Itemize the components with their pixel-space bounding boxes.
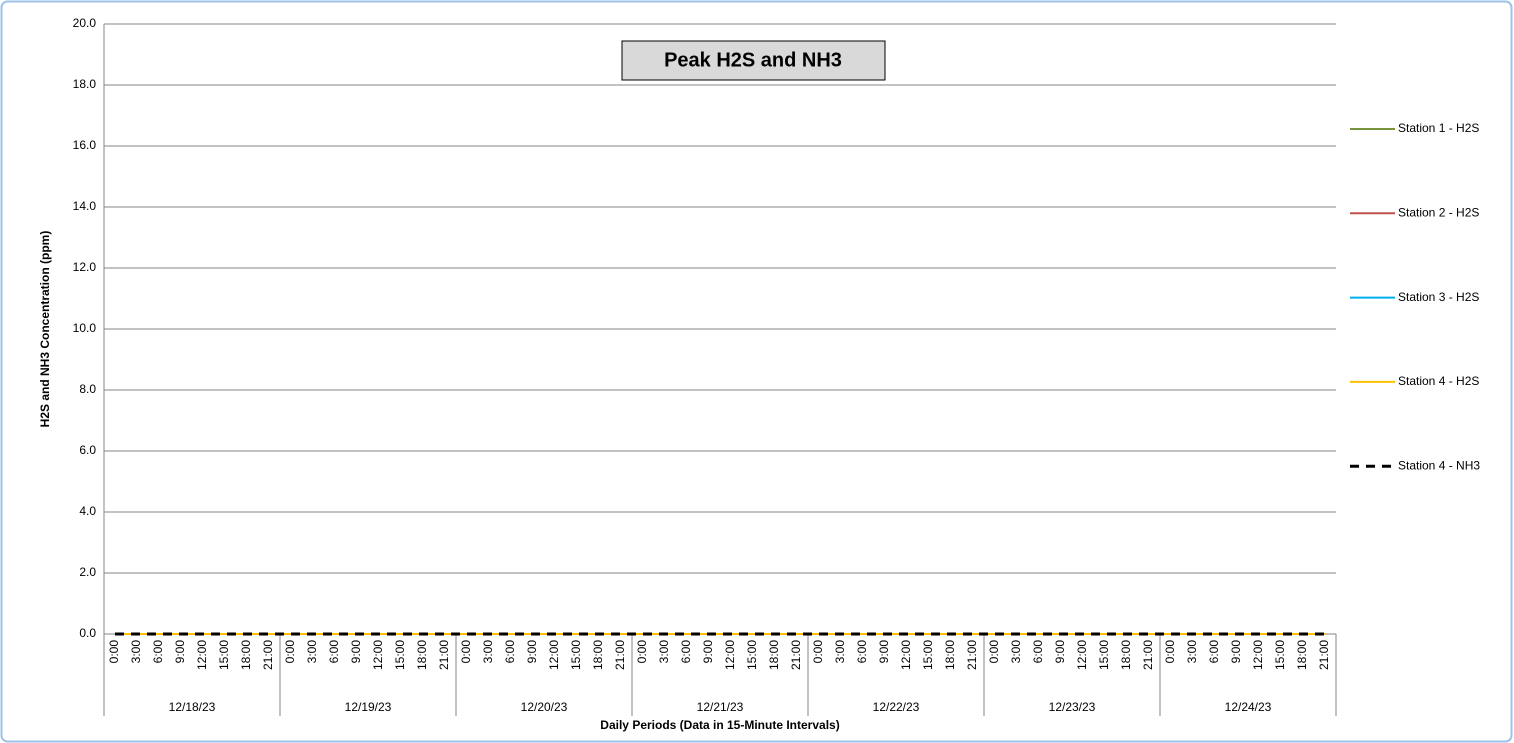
x-tick-label: 6:00 [679, 640, 693, 664]
date-group-label: 12/24/23 [1225, 700, 1272, 714]
x-tick-label: 15:00 [393, 640, 407, 670]
x-tick-label: 6:00 [855, 640, 869, 664]
y-tick-label: 8.0 [79, 382, 96, 396]
x-tick-label: 6:00 [151, 640, 165, 664]
y-tick-label: 16.0 [73, 138, 97, 152]
x-tick-label: 0:00 [1163, 640, 1177, 664]
x-tick-label: 0:00 [459, 640, 473, 664]
title-box [621, 40, 886, 81]
x-tick-label: 3:00 [481, 640, 495, 664]
y-tick-label: 2.0 [79, 565, 96, 579]
x-tick-label: 12:00 [371, 640, 385, 670]
x-tick-label: 9:00 [877, 640, 891, 664]
legend-label: Station 2 - H2S [1398, 205, 1479, 219]
x-tick-label: 9:00 [349, 640, 363, 664]
x-tick-label: 0:00 [107, 640, 121, 664]
legend-label: Station 4 - H2S [1398, 374, 1479, 388]
x-axis-title: Daily Periods (Data in 15-Minute Interva… [600, 718, 839, 732]
chart-title: Peak H2S and NH3 [664, 49, 842, 71]
x-tick-label: 18:00 [591, 640, 605, 670]
x-tick-label: 6:00 [503, 640, 517, 664]
x-tick-label: 18:00 [1295, 640, 1309, 670]
x-tick-label: 18:00 [767, 640, 781, 670]
x-tick-label: 9:00 [173, 640, 187, 664]
date-group-label: 12/23/23 [1049, 700, 1096, 714]
legend-label: Station 1 - H2S [1398, 121, 1479, 135]
date-group-label: 12/19/23 [345, 700, 392, 714]
x-tick-label: 18:00 [239, 640, 253, 670]
x-tick-label: 12:00 [899, 640, 913, 670]
x-tick-label: 3:00 [657, 640, 671, 664]
legend-label: Station 3 - H2S [1398, 290, 1479, 304]
x-tick-label: 15:00 [217, 640, 231, 670]
x-tick-label: 9:00 [1229, 640, 1243, 664]
x-tick-label: 0:00 [811, 640, 825, 664]
x-tick-label: 3:00 [1185, 640, 1199, 664]
x-tick-label: 9:00 [701, 640, 715, 664]
x-tick-label: 21:00 [789, 640, 803, 670]
x-tick-label: 15:00 [1097, 640, 1111, 670]
x-tick-label: 15:00 [569, 640, 583, 670]
x-tick-label: 0:00 [283, 640, 297, 664]
y-tick-label: 18.0 [73, 77, 97, 91]
x-tick-label: 3:00 [305, 640, 319, 664]
y-tick-label: 20.0 [73, 16, 97, 30]
y-tick-label: 0.0 [79, 626, 96, 640]
x-tick-label: 12:00 [1075, 640, 1089, 670]
y-axis-title: H2S and NH3 Concentration (ppm) [38, 231, 52, 428]
x-tick-label: 12:00 [547, 640, 561, 670]
legend-label: Station 4 - NH3 [1398, 458, 1480, 472]
x-tick-label: 21:00 [1317, 640, 1331, 670]
y-tick-label: 6.0 [79, 443, 96, 457]
y-tick-label: 4.0 [79, 504, 96, 518]
x-tick-label: 12:00 [1251, 640, 1265, 670]
x-tick-label: 6:00 [1207, 640, 1221, 664]
x-tick-label: 3:00 [1009, 640, 1023, 664]
y-tick-label: 10.0 [73, 321, 97, 335]
x-tick-label: 18:00 [1119, 640, 1133, 670]
x-tick-label: 3:00 [129, 640, 143, 664]
x-tick-label: 6:00 [1031, 640, 1045, 664]
x-tick-label: 9:00 [1053, 640, 1067, 664]
y-tick-label: 14.0 [73, 199, 97, 213]
x-tick-label: 12:00 [723, 640, 737, 670]
x-tick-label: 15:00 [1273, 640, 1287, 670]
x-tick-label: 18:00 [415, 640, 429, 670]
x-tick-label: 12:00 [195, 640, 209, 670]
x-tick-label: 21:00 [437, 640, 451, 670]
x-tick-label: 21:00 [261, 640, 275, 670]
date-group-label: 12/20/23 [521, 700, 568, 714]
date-group-label: 12/21/23 [697, 700, 744, 714]
date-group-label: 12/22/23 [873, 700, 920, 714]
x-tick-label: 21:00 [613, 640, 627, 670]
x-tick-label: 15:00 [921, 640, 935, 670]
y-tick-label: 12.0 [73, 260, 97, 274]
x-tick-label: 6:00 [327, 640, 341, 664]
x-tick-label: 21:00 [965, 640, 979, 670]
x-tick-label: 15:00 [745, 640, 759, 670]
date-group-label: 12/18/23 [169, 700, 216, 714]
x-tick-label: 0:00 [987, 640, 1001, 664]
x-tick-label: 3:00 [833, 640, 847, 664]
x-tick-label: 18:00 [943, 640, 957, 670]
x-tick-label: 0:00 [635, 640, 649, 664]
x-tick-label: 9:00 [525, 640, 539, 664]
x-tick-label: 21:00 [1141, 640, 1155, 670]
